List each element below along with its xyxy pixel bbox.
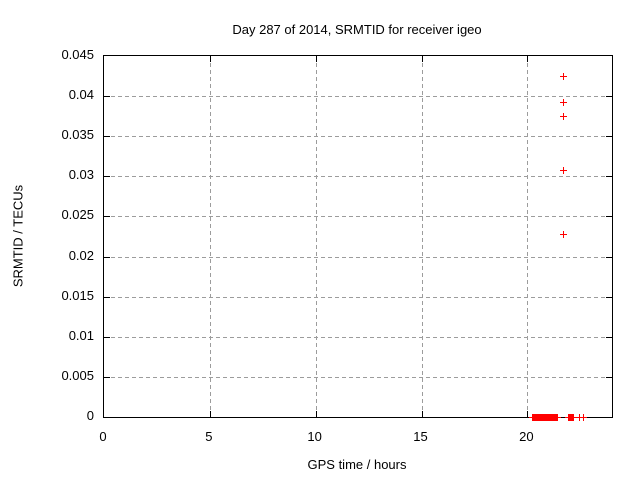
y-tick-right (606, 96, 612, 98)
marker-stroke (557, 413, 559, 421)
vertical-gridline (421, 56, 423, 417)
vertical-gridline (315, 56, 317, 417)
x-tick-label: 20 (519, 429, 534, 444)
y-tick-right (606, 176, 612, 178)
y-tick-right (606, 216, 612, 218)
horizontal-gridline (104, 376, 612, 378)
data-point-marker (570, 413, 578, 421)
x-tick-label: 15 (413, 429, 428, 444)
y-tick-left (104, 136, 110, 138)
data-point-marker (554, 413, 562, 421)
y-tick-label: 0.005 (61, 367, 94, 383)
marker-stroke (573, 413, 575, 421)
horizontal-gridline (104, 336, 612, 338)
horizontal-gridline (104, 176, 612, 178)
y-tick-right (606, 136, 612, 138)
x-tick-top (527, 56, 529, 62)
data-point-marker (560, 230, 568, 238)
y-tick-left (104, 296, 110, 298)
data-point-marker (559, 73, 567, 81)
x-tick-bottom (209, 411, 211, 417)
marker-stroke (562, 99, 564, 107)
data-point-marker (575, 413, 583, 421)
data-point-marker (560, 167, 568, 175)
x-tick-bottom (421, 411, 423, 417)
y-tick-label: 0.035 (61, 127, 94, 143)
y-tick-right (606, 256, 612, 258)
x-tick-label: 0 (99, 429, 107, 444)
y-tick-label: 0.015 (61, 287, 94, 303)
x-tick-bottom (527, 411, 529, 417)
data-point-marker (579, 413, 587, 421)
horizontal-gridline (104, 216, 612, 218)
x-tick-bottom (315, 411, 317, 417)
x-tick-top (315, 56, 317, 62)
y-tick-left (104, 216, 110, 218)
y-tick-left (104, 336, 110, 338)
y-tick-label: 0.045 (61, 47, 94, 62)
marker-stroke (563, 230, 565, 238)
vertical-gridline (209, 56, 211, 417)
vertical-gridline (527, 56, 529, 417)
y-tick-label: 0.02 (68, 247, 94, 263)
y-tick-label: 0.03 (68, 167, 94, 183)
x-tick-top (421, 56, 423, 62)
horizontal-gridline (104, 296, 612, 298)
x-axis-title: GPS time / hours (307, 457, 407, 472)
y-tick-label: 0.01 (68, 327, 94, 343)
y-tick-left (104, 256, 110, 258)
y-tick-label: 0 (86, 408, 94, 423)
y-tick-label: 0.04 (68, 87, 94, 103)
chart-title: Day 287 of 2014, SRMTID for receiver ige… (232, 22, 482, 37)
marker-stroke (582, 413, 584, 421)
marker-stroke (563, 167, 565, 175)
horizontal-gridline (104, 256, 612, 258)
y-tick-left (104, 176, 110, 178)
marker-stroke (578, 413, 580, 421)
y-axis-title: SRMTID / TECUs (10, 184, 26, 288)
y-tick-right (606, 296, 612, 298)
marker-stroke (562, 73, 564, 81)
horizontal-gridline (104, 136, 612, 138)
y-tick-right (606, 336, 612, 338)
x-tick-top (209, 56, 211, 62)
plot-area (103, 55, 613, 421)
data-point-marker (560, 113, 568, 121)
marker-stroke (563, 113, 565, 121)
y-tick-left (104, 376, 110, 378)
y-tick-left (104, 96, 110, 98)
y-tick-label: 0.025 (61, 207, 94, 223)
data-point-marker (559, 99, 567, 107)
x-tick-label: 5 (205, 429, 213, 444)
horizontal-gridline (104, 96, 612, 98)
x-tick-label: 10 (307, 429, 322, 444)
y-tick-right (606, 376, 612, 378)
